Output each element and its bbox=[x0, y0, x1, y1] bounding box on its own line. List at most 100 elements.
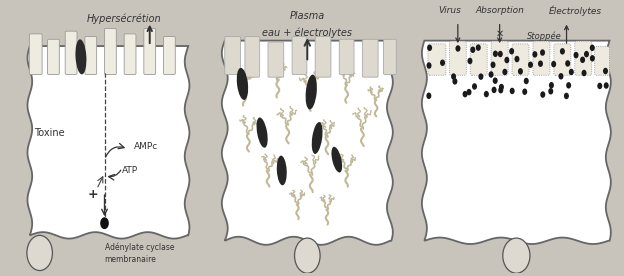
Circle shape bbox=[528, 62, 533, 68]
Circle shape bbox=[100, 217, 109, 229]
Text: a: a bbox=[37, 248, 42, 258]
Text: Virus: Virus bbox=[438, 6, 461, 15]
Circle shape bbox=[522, 89, 527, 95]
Circle shape bbox=[456, 45, 461, 52]
FancyBboxPatch shape bbox=[512, 44, 529, 75]
Circle shape bbox=[510, 88, 515, 94]
FancyBboxPatch shape bbox=[554, 44, 571, 75]
Polygon shape bbox=[422, 41, 611, 244]
Polygon shape bbox=[27, 46, 190, 239]
Circle shape bbox=[295, 238, 320, 273]
Circle shape bbox=[540, 49, 545, 56]
Circle shape bbox=[502, 69, 507, 75]
Circle shape bbox=[597, 83, 602, 89]
Text: b: b bbox=[304, 251, 311, 261]
Circle shape bbox=[479, 73, 484, 80]
Circle shape bbox=[603, 82, 609, 89]
Circle shape bbox=[427, 44, 432, 51]
FancyBboxPatch shape bbox=[144, 28, 155, 75]
FancyBboxPatch shape bbox=[163, 36, 175, 75]
Circle shape bbox=[590, 44, 595, 51]
Circle shape bbox=[524, 78, 529, 84]
Text: c: c bbox=[514, 251, 519, 261]
Circle shape bbox=[580, 57, 585, 63]
Circle shape bbox=[532, 51, 537, 58]
FancyBboxPatch shape bbox=[85, 36, 97, 75]
Circle shape bbox=[462, 91, 467, 97]
FancyBboxPatch shape bbox=[428, 44, 446, 75]
Text: eau + électrolytes: eau + électrolytes bbox=[262, 27, 353, 38]
Ellipse shape bbox=[312, 122, 323, 154]
FancyBboxPatch shape bbox=[595, 47, 610, 75]
Circle shape bbox=[548, 88, 553, 94]
Circle shape bbox=[493, 51, 498, 57]
Circle shape bbox=[573, 52, 578, 58]
Circle shape bbox=[566, 82, 571, 89]
FancyBboxPatch shape bbox=[268, 42, 284, 77]
Circle shape bbox=[467, 58, 472, 64]
Circle shape bbox=[470, 47, 475, 53]
Circle shape bbox=[540, 91, 545, 98]
Text: Toxine: Toxine bbox=[34, 128, 64, 138]
Ellipse shape bbox=[306, 75, 317, 110]
Text: Électrolytes: Électrolytes bbox=[548, 6, 602, 16]
Circle shape bbox=[426, 92, 431, 99]
Circle shape bbox=[569, 69, 574, 75]
Circle shape bbox=[514, 56, 519, 62]
Circle shape bbox=[498, 51, 503, 57]
Text: Absorption: Absorption bbox=[475, 6, 524, 15]
Circle shape bbox=[503, 238, 530, 273]
Text: Stoppée: Stoppée bbox=[527, 32, 562, 41]
Ellipse shape bbox=[236, 68, 248, 100]
FancyBboxPatch shape bbox=[292, 36, 307, 75]
Circle shape bbox=[427, 62, 432, 69]
Circle shape bbox=[498, 87, 504, 93]
FancyBboxPatch shape bbox=[384, 39, 396, 75]
FancyBboxPatch shape bbox=[491, 41, 508, 75]
Circle shape bbox=[551, 61, 556, 67]
Ellipse shape bbox=[331, 147, 342, 172]
FancyBboxPatch shape bbox=[449, 41, 466, 75]
Text: AMPc: AMPc bbox=[134, 142, 158, 151]
Polygon shape bbox=[222, 41, 393, 245]
Circle shape bbox=[603, 68, 608, 74]
Text: ATP: ATP bbox=[122, 166, 139, 175]
Circle shape bbox=[549, 82, 554, 89]
Circle shape bbox=[440, 60, 445, 66]
FancyBboxPatch shape bbox=[29, 34, 42, 75]
FancyBboxPatch shape bbox=[225, 36, 240, 75]
Circle shape bbox=[492, 87, 497, 93]
Ellipse shape bbox=[76, 39, 87, 75]
Circle shape bbox=[467, 89, 472, 95]
Circle shape bbox=[564, 93, 569, 99]
Circle shape bbox=[518, 68, 523, 75]
Text: +: + bbox=[87, 188, 98, 201]
FancyBboxPatch shape bbox=[363, 39, 378, 77]
Circle shape bbox=[565, 60, 570, 67]
Circle shape bbox=[27, 235, 52, 270]
Circle shape bbox=[472, 83, 477, 90]
Circle shape bbox=[490, 62, 495, 68]
Text: Plasma: Plasma bbox=[290, 11, 325, 21]
Text: ✕: ✕ bbox=[495, 29, 504, 39]
Circle shape bbox=[484, 91, 489, 97]
FancyBboxPatch shape bbox=[124, 34, 136, 75]
Ellipse shape bbox=[256, 118, 268, 148]
Circle shape bbox=[590, 55, 595, 62]
Circle shape bbox=[504, 57, 509, 63]
Text: Adénylate cyclase
membranaire: Adénylate cyclase membranaire bbox=[104, 242, 174, 264]
Circle shape bbox=[560, 48, 565, 55]
FancyBboxPatch shape bbox=[470, 44, 487, 75]
Circle shape bbox=[475, 44, 481, 51]
Circle shape bbox=[558, 73, 563, 79]
FancyBboxPatch shape bbox=[245, 36, 260, 77]
FancyBboxPatch shape bbox=[575, 41, 592, 75]
FancyBboxPatch shape bbox=[65, 31, 77, 75]
Circle shape bbox=[452, 78, 457, 85]
Circle shape bbox=[451, 73, 456, 80]
Circle shape bbox=[489, 71, 494, 78]
FancyBboxPatch shape bbox=[339, 39, 354, 75]
FancyBboxPatch shape bbox=[104, 28, 116, 75]
Circle shape bbox=[582, 70, 587, 76]
FancyBboxPatch shape bbox=[315, 36, 331, 77]
